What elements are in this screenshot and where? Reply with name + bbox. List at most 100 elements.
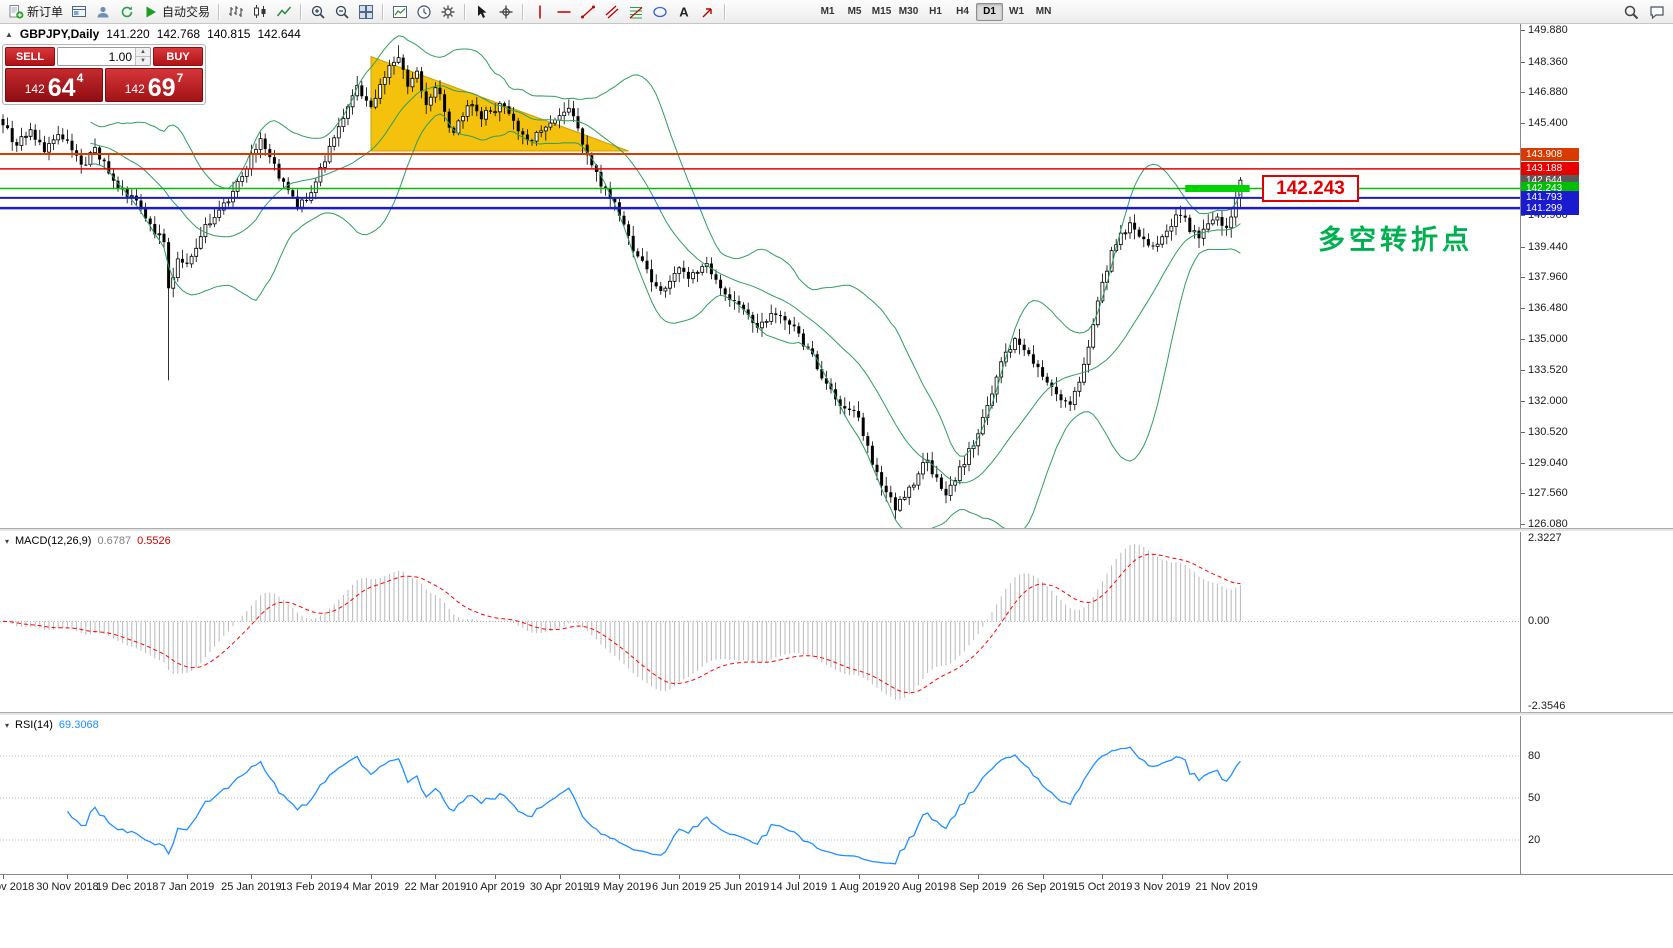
chat-button[interactable] [1645,2,1669,22]
zoom-in-button[interactable] [306,2,330,22]
horizontal-line-button[interactable] [552,2,576,22]
timeframe-mn-button[interactable]: MN [1035,6,1052,17]
lot-up-icon[interactable]: ▲ [136,48,150,56]
timeframe-h1-button[interactable]: H1 [929,6,942,17]
price-line-callout: 142.243 [1262,175,1359,202]
indicator-collapse-icon[interactable]: ▾ [5,536,10,546]
text-icon: A [676,4,692,20]
profile-button[interactable] [91,2,115,22]
toolbar-separator [300,3,303,20]
buy-price-pips: 69 [147,74,176,102]
new-order-button[interactable]: 新订单 [4,2,67,22]
price-tick-label: 135.000 [1528,332,1568,345]
chart-settings-icon [440,4,456,20]
panel-splitter[interactable] [0,528,1673,532]
shapes-button[interactable] [648,2,672,22]
trendline-button[interactable] [576,2,600,22]
price-tick-mark [1521,92,1525,94]
cursor-button[interactable] [470,2,494,22]
arrow-button[interactable] [696,2,720,22]
timeframe-h4-button[interactable]: H4 [956,6,969,17]
new-chart-icon [392,4,408,20]
date-tick-label: 25 Jan 2019 [221,881,282,893]
layouts-icon [71,4,87,20]
sell-price-button[interactable]: 142 64 4 [5,68,103,102]
price-tick-label: 137.960 [1528,271,1568,284]
price-tick-label: 136.480 [1528,302,1568,315]
shapes-icon [652,4,668,20]
price-tick-mark [1521,493,1525,495]
toolbar-right-group [1619,2,1669,22]
price-tick-mark [1521,123,1525,124]
panel-splitter[interactable] [0,712,1673,716]
price-axis[interactable]: 149.880148.360146.880145.400143.920142.4… [1520,24,1673,874]
collapse-trade-panel-icon[interactable]: ▲ [5,29,13,39]
toolbar-separator [464,3,467,20]
vertical-line-button[interactable] [528,2,552,22]
macd-panel[interactable]: ▾ MACD(12,26,9) 0.6787 0.5526 [0,532,1520,712]
hline-price-badge: 143.188 [1521,162,1579,176]
chart-settings-button[interactable] [436,2,460,22]
buy-price-button[interactable]: 142 69 7 [105,68,203,102]
main-chart-panel[interactable]: ▲ GBPJPY,Daily 141.220 142.768 140.815 1… [0,24,1520,528]
chat-icon [1649,4,1665,20]
rsi-canvas [0,746,1520,865]
date-tick-label: 25 Jun 2019 [708,881,770,893]
buy-price-point: 7 [176,71,184,85]
timeframe-w1-button[interactable]: W1 [1009,6,1025,17]
refresh-button[interactable] [115,2,139,22]
ohlc-close: 142.644 [257,27,301,41]
search-icon [1623,4,1639,20]
svg-text:A: A [679,4,689,19]
timeframe-d1-button[interactable]: D1 [976,2,1004,21]
macd-title: ▾ MACD(12,26,9) 0.6787 0.5526 [5,535,171,547]
sell-chip[interactable]: SELL [5,47,55,66]
date-tick-mark [435,875,437,879]
price-tick-mark [1521,462,1525,464]
date-tick-label: 1 Aug 2019 [830,881,887,893]
rsi-axis-label: 20 [1528,834,1541,846]
price-tick-mark [1521,215,1525,217]
crosshair-button[interactable] [494,2,518,22]
timeframe-m15-button[interactable]: M15 [871,6,892,17]
rsi-panel[interactable]: ▾ RSI(14) 69.3068 [0,716,1520,874]
price-tick-label: 139.440 [1528,240,1568,253]
price-tick-label: 129.040 [1528,456,1568,469]
tile-windows-button[interactable] [354,2,378,22]
lot-spinner: ▲ ▼ [135,48,150,65]
indicator-collapse-icon[interactable]: ▾ [5,720,10,730]
date-tick-label: 3 Nov 2019 [1134,881,1191,893]
date-tick-mark [495,875,497,879]
lot-size-input[interactable] [58,48,135,65]
timeframe-m1-button[interactable]: M1 [820,6,835,17]
lot-down-icon[interactable]: ▼ [136,56,150,65]
search-button[interactable] [1619,2,1643,22]
date-tick-mark [1042,875,1044,879]
bar-chart-button[interactable] [224,2,248,22]
date-tick-label: 26 Sep 2019 [1011,881,1074,893]
buy-chip[interactable]: BUY [153,47,203,66]
macd-axis-label: 2.3227 [1528,532,1562,544]
zoom-out-button[interactable] [330,2,354,22]
hline-price-badge: 141.793 [1521,191,1579,205]
clock-button[interactable] [412,2,436,22]
layouts-button[interactable] [67,2,91,22]
timeframe-m5-button[interactable]: M5 [847,6,862,17]
date-tick-mark [739,875,740,879]
bottom-spacer [0,896,1673,948]
price-tick-label: 130.520 [1528,425,1568,438]
date-tick-label: 14 Jul 2019 [770,881,828,893]
price-chart-canvas[interactable] [0,24,1520,528]
candle-chart-button[interactable] [248,2,272,22]
fibonacci-button[interactable] [624,2,648,22]
ohlc-high: 142.768 [156,27,201,41]
line-chart-button[interactable] [272,2,296,22]
channel-button[interactable] [600,2,624,22]
crosshair-icon [498,4,514,20]
autotrade-button[interactable]: 自动交易 [139,2,214,22]
text-button[interactable]: A [672,2,696,22]
new-chart-button[interactable] [388,2,412,22]
date-tick-mark [918,875,920,879]
timeframe-m30-button[interactable]: M30 [898,6,919,17]
